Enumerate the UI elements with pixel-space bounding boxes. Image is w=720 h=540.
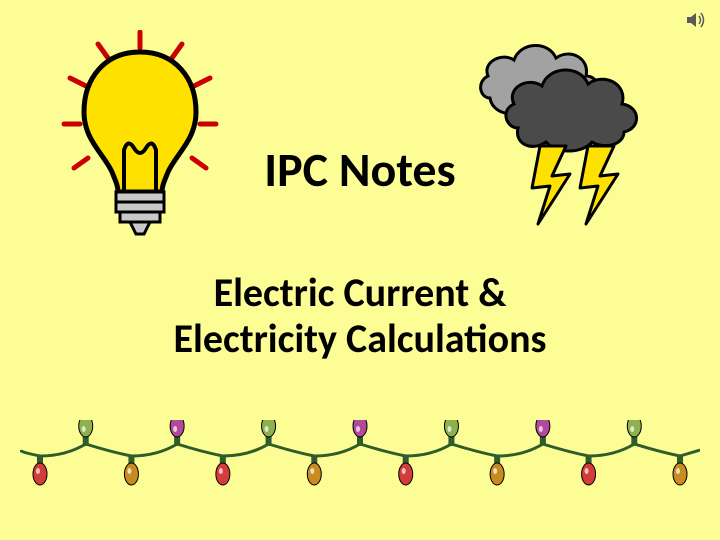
speaker-icon [684,8,708,37]
slide-title: IPC Notes [0,140,720,199]
subtitle-line1: Electric Current & [214,268,507,317]
lightbulb-image [60,30,220,240]
string-lights-image [20,420,700,500]
slide-subtitle: Electric Current & Electricity Calculati… [0,270,720,362]
subtitle-line2: Electricity Calculations [173,314,546,363]
